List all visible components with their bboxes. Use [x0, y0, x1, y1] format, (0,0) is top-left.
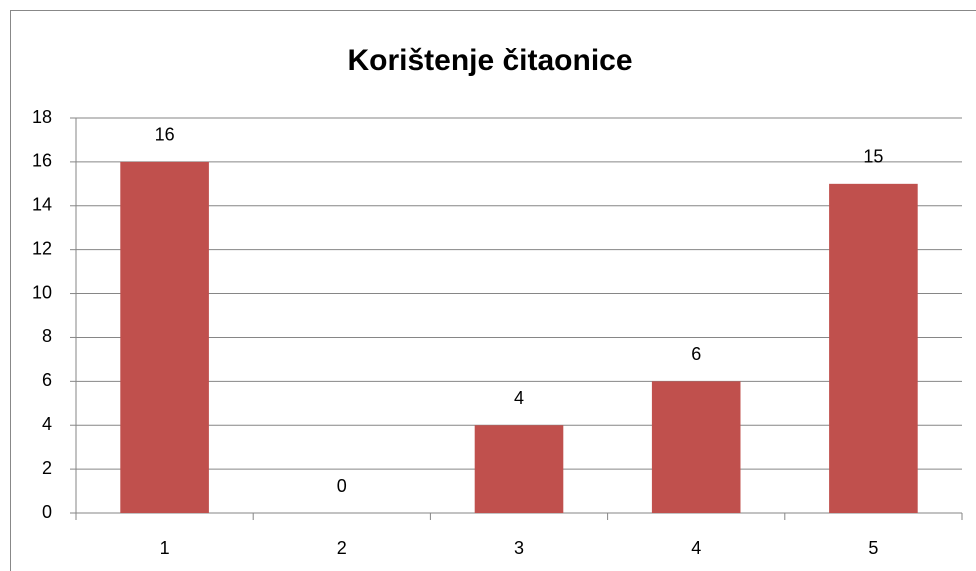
y-tick-label: 12: [32, 238, 52, 258]
y-tick-label: 18: [32, 107, 52, 127]
y-tick-label: 14: [32, 195, 52, 215]
data-label: 16: [155, 125, 175, 145]
y-tick-label: 16: [32, 151, 52, 171]
y-tick-label: 0: [42, 502, 52, 522]
x-tick-label: 5: [868, 538, 878, 558]
data-label: 15: [863, 147, 883, 167]
x-tick-label: 3: [514, 538, 524, 558]
y-tick-label: 10: [32, 282, 52, 302]
bar: [120, 161, 209, 513]
chart-title: Korištenje čitaonice: [347, 44, 632, 77]
bar: [651, 381, 741, 513]
y-tick-label: 2: [42, 458, 52, 478]
x-tick-label: 1: [160, 538, 170, 558]
y-tick-label: 4: [42, 414, 52, 434]
data-label: 6: [691, 344, 701, 364]
bar: [829, 183, 918, 514]
x-tick-label: 4: [691, 538, 701, 558]
data-label: 0: [337, 476, 347, 496]
data-label: 4: [514, 388, 524, 408]
x-tick-label: 2: [337, 538, 347, 558]
y-tick-label: 6: [42, 370, 52, 390]
y-tick-label: 8: [42, 326, 52, 346]
bar: [474, 425, 564, 513]
